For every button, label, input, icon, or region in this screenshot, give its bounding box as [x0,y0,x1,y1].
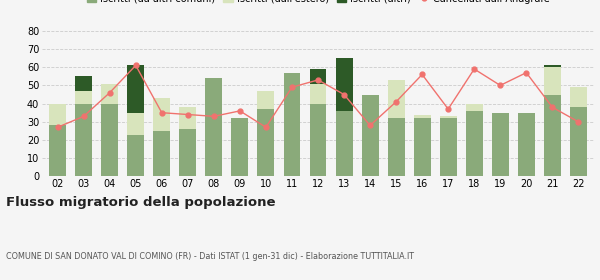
Bar [154,131,170,176]
Bar [101,83,118,104]
Bar [570,107,587,176]
Bar [544,66,561,67]
Bar [388,80,404,118]
Bar [335,111,353,176]
Bar [544,95,561,176]
Bar [310,69,326,83]
Bar [492,113,509,176]
Bar [362,95,379,176]
Bar [179,129,196,176]
Bar [49,104,66,125]
Bar [518,113,535,176]
Bar [440,118,457,176]
Text: COMUNE DI SAN DONATO VAL DI COMINO (FR) - Dati ISTAT (1 gen-31 dic) - Elaborazio: COMUNE DI SAN DONATO VAL DI COMINO (FR) … [6,252,414,261]
Bar [466,111,482,176]
Bar [75,91,92,104]
Bar [257,91,274,109]
Bar [205,78,223,176]
Bar [127,135,144,176]
Bar [310,104,326,176]
Bar [75,104,92,176]
Bar [310,83,326,104]
Bar [232,118,248,176]
Bar [127,113,144,135]
Bar [570,87,587,107]
Bar [101,104,118,176]
Bar [335,58,353,111]
Bar [179,107,196,129]
Bar [257,109,274,176]
Legend: Iscritti (da altri comuni), Iscritti (dall'estero), Iscritti (altri), Cancellati: Iscritti (da altri comuni), Iscritti (da… [85,0,551,6]
Bar [440,116,457,118]
Bar [75,76,92,91]
Bar [127,66,144,113]
Bar [544,67,561,95]
Bar [49,125,66,176]
Bar [413,115,431,118]
Bar [388,118,404,176]
Bar [466,104,482,111]
Bar [284,73,301,176]
Bar [413,118,431,176]
Bar [154,98,170,131]
Text: Flusso migratorio della popolazione: Flusso migratorio della popolazione [6,196,275,209]
